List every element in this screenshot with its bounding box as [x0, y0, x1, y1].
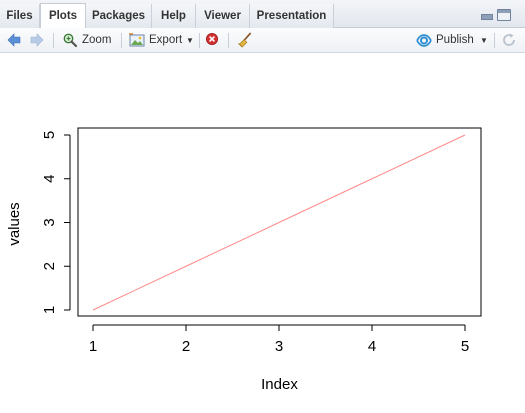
y-axis-title: values — [6, 202, 23, 245]
toolbar-separator — [494, 33, 495, 48]
magnifier-icon — [62, 32, 78, 48]
tab-viewer[interactable]: Viewer — [196, 4, 250, 28]
tab-files[interactable]: Files — [0, 4, 40, 28]
export-label: Export — [149, 31, 182, 50]
y-tick-label: 3 — [41, 218, 58, 226]
export-button[interactable]: Export ▼ — [127, 31, 195, 50]
plots-toolbar: Zoom Export ▼ Publish ▼ — [0, 28, 525, 53]
maximize-pane-icon[interactable] — [497, 9, 511, 21]
refresh-icon[interactable] — [501, 32, 517, 48]
tab-plots[interactable]: Plots — [40, 3, 86, 28]
tab-presentation[interactable]: Presentation — [250, 4, 334, 28]
tab-packages[interactable]: Packages — [86, 4, 152, 28]
series-line — [93, 135, 465, 310]
red-x-icon[interactable] — [205, 32, 221, 48]
zoom-label: Zoom — [82, 31, 111, 50]
y-tick-label: 5 — [41, 131, 58, 139]
broom-icon[interactable] — [236, 32, 254, 48]
plot-viewer: 1 2 3 4 5 1 2 3 4 5 Index values — [0, 54, 525, 413]
tab-help[interactable]: Help — [152, 4, 196, 28]
line-chart: 1 2 3 4 5 1 2 3 4 5 Index values — [0, 54, 525, 413]
publish-icon — [416, 33, 433, 48]
y-tick-label: 4 — [41, 175, 58, 183]
arrow-left-icon[interactable] — [6, 32, 22, 48]
chevron-down-icon: ▼ — [480, 31, 488, 50]
toolbar-separator — [228, 33, 229, 48]
minimize-pane-icon[interactable] — [480, 9, 494, 21]
arrow-right-icon[interactable] — [29, 32, 45, 48]
y-tick-label: 2 — [41, 262, 58, 270]
publish-button[interactable]: Publish ▼ — [414, 31, 490, 50]
pane-tab-bar: Files Plots Packages Help Viewer Present… — [0, 0, 525, 28]
toolbar-separator — [53, 33, 54, 48]
toolbar-separator — [199, 33, 200, 48]
x-tick-label: 2 — [182, 338, 190, 355]
toolbar-separator — [121, 33, 122, 48]
y-tick-label: 1 — [41, 306, 58, 314]
x-axis-title: Index — [261, 376, 298, 393]
publish-label: Publish — [436, 31, 474, 50]
chevron-down-icon: ▼ — [186, 31, 194, 50]
x-tick-label: 3 — [275, 338, 283, 355]
image-export-icon — [129, 32, 146, 48]
x-tick-label: 4 — [368, 338, 376, 355]
x-tick-label: 5 — [461, 338, 469, 355]
zoom-button[interactable]: Zoom — [60, 31, 114, 50]
x-tick-label: 1 — [89, 338, 97, 355]
